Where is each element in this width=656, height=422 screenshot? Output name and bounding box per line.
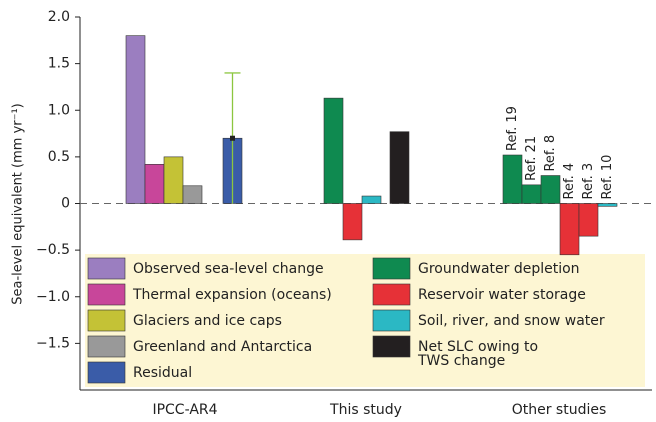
bar bbox=[323, 97, 344, 204]
y-tick-label: −1.5 bbox=[36, 335, 70, 351]
legend-swatch bbox=[87, 309, 126, 332]
bar-label: Ref. 8 bbox=[543, 135, 558, 172]
bar bbox=[597, 203, 618, 207]
bar bbox=[521, 184, 542, 204]
bar bbox=[502, 154, 523, 204]
bar bbox=[389, 131, 410, 204]
bar bbox=[578, 203, 599, 237]
bar bbox=[361, 195, 382, 204]
x-tick-label: Other studies bbox=[512, 402, 607, 418]
bar-label: Ref. 21 bbox=[524, 136, 539, 181]
y-tick-label: 0.5 bbox=[48, 149, 70, 165]
y-axis-label: Sea-level equivalent (mm yr⁻¹) bbox=[11, 103, 26, 305]
legend-label: Glaciers and ice caps bbox=[133, 313, 282, 329]
bar bbox=[163, 156, 184, 204]
y-tick-label: 0 bbox=[61, 196, 70, 212]
y-tick-label: 1.5 bbox=[48, 56, 70, 72]
legend-label: Soil, river, and snow water bbox=[418, 313, 605, 329]
legend-swatch bbox=[87, 283, 126, 306]
bar bbox=[125, 35, 146, 204]
legend-label: Greenland and Antarctica bbox=[133, 339, 313, 355]
error-center bbox=[230, 135, 235, 141]
bar-label: Ref. 19 bbox=[505, 106, 520, 151]
x-tick-label: IPCC-AR4 bbox=[152, 402, 217, 418]
legend-swatch bbox=[372, 309, 411, 332]
bar-label: Ref. 4 bbox=[562, 163, 577, 200]
legend-swatch bbox=[87, 257, 126, 280]
y-tick-label: 1.0 bbox=[48, 102, 70, 118]
bar bbox=[540, 175, 561, 204]
legend-label: Observed sea-level change bbox=[133, 261, 324, 277]
y-tick-label: −0.5 bbox=[36, 242, 70, 258]
legend-swatch bbox=[372, 283, 411, 306]
legend-swatch bbox=[372, 257, 411, 280]
bar bbox=[182, 185, 203, 204]
legend-label: Thermal expansion (oceans) bbox=[133, 287, 332, 303]
legend-label: Groundwater depletion bbox=[418, 261, 580, 277]
y-tick-label: 2.0 bbox=[48, 9, 70, 25]
bar-label: Ref. 3 bbox=[581, 163, 596, 200]
y-tick-label: −1.0 bbox=[36, 289, 70, 305]
legend-label: Net SLC owing to TWS change bbox=[418, 339, 539, 369]
bar bbox=[559, 203, 580, 256]
legend-swatch bbox=[87, 361, 126, 384]
x-tick-label: This study bbox=[329, 402, 402, 418]
legend-label: Residual bbox=[133, 365, 193, 381]
legend-swatch bbox=[87, 335, 126, 358]
bar bbox=[144, 164, 165, 204]
legend-swatch bbox=[372, 335, 411, 358]
legend-box bbox=[85, 254, 645, 387]
bar-label: Ref. 10 bbox=[600, 155, 615, 200]
legend-label: Reservoir water storage bbox=[418, 287, 586, 303]
bar bbox=[342, 203, 363, 241]
